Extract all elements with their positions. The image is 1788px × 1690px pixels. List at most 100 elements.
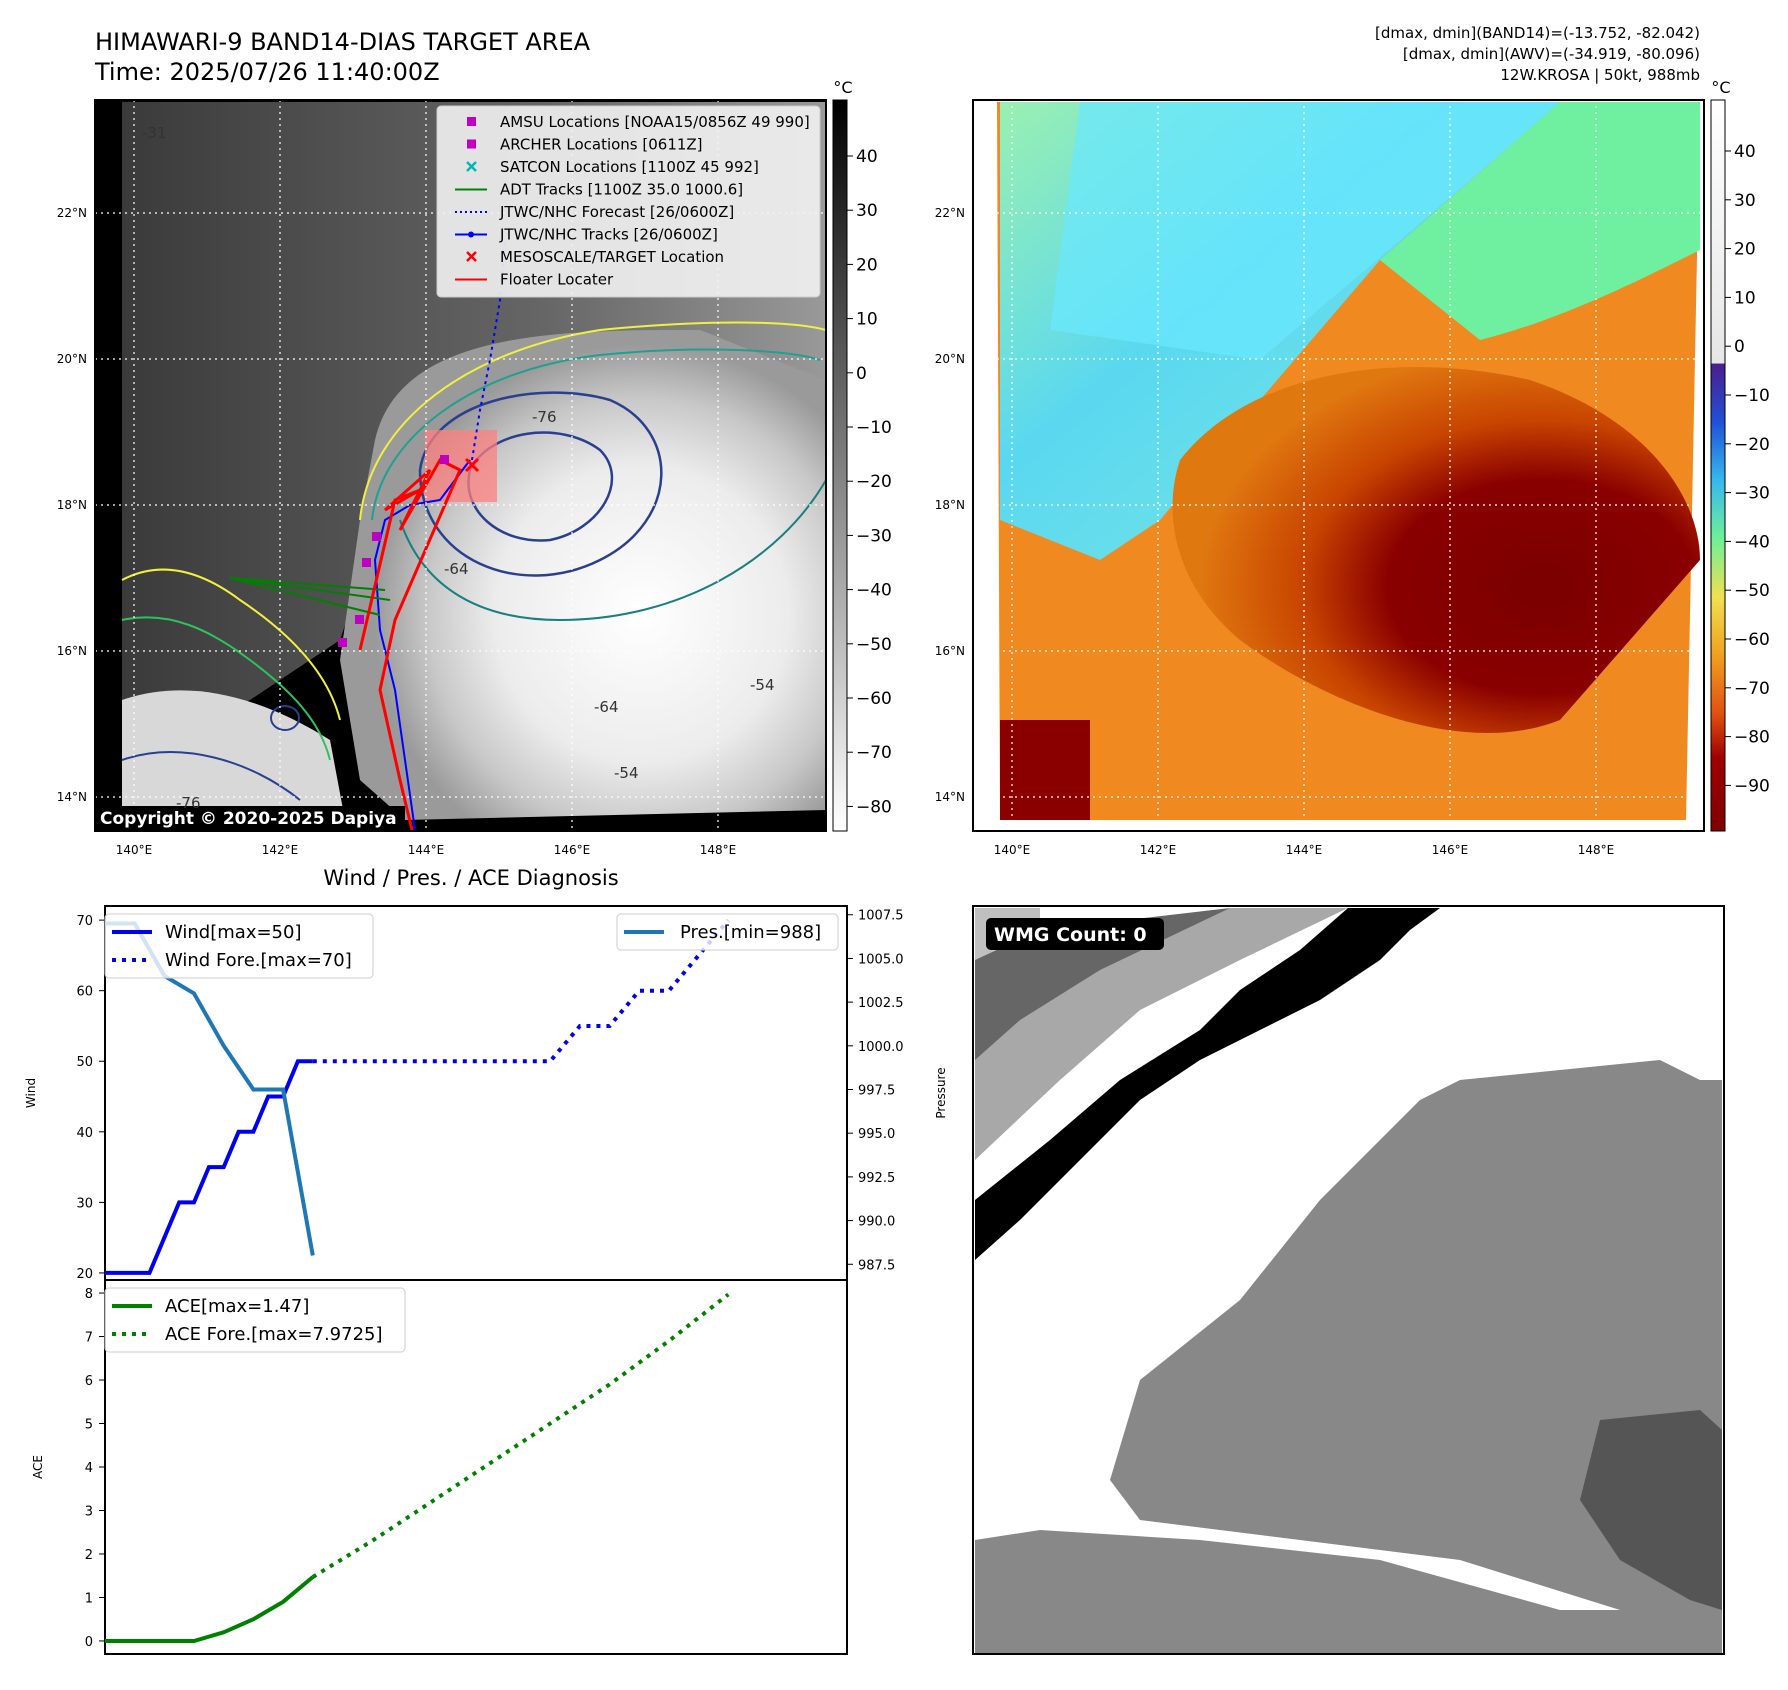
ir-contour-yellow <box>359 321 827 521</box>
lon-tick-label: 142°E <box>262 843 299 857</box>
wind-pres-series-line <box>312 918 730 1064</box>
lat-tick-label: 16°N <box>57 644 87 658</box>
lon-tick-label: 144°E <box>1286 843 1323 857</box>
wind-ytick-label: 70 <box>76 914 93 929</box>
awv-colorbar-tick-label: 0 <box>1734 337 1745 357</box>
lat-tick-label: 14°N <box>935 790 965 804</box>
contour-label: -64 <box>594 698 619 716</box>
pres-ytick-label: 1005.0 <box>858 952 904 967</box>
map-legend-label: Floater Locater <box>500 271 614 289</box>
contour-label: -54 <box>750 676 775 694</box>
awv-bottom-left-core <box>1000 720 1090 820</box>
ir-map-frame <box>94 99 827 832</box>
ir-contour-inner <box>467 431 614 542</box>
ir-colorbar-tick-label: −30 <box>856 526 892 546</box>
pres-ytick-label: 992.5 <box>858 1171 895 1186</box>
ace-axis-label: ACE <box>31 1455 45 1479</box>
ir-map-legend: AMSU Locations [NOAA15/0856Z 49 990] ARCH… <box>436 105 821 298</box>
ace-series-line <box>311 1292 730 1579</box>
map-legend-swatch <box>467 139 476 149</box>
jtwc-best-track <box>373 459 471 831</box>
ir-contour-bottom-blue <box>121 751 301 801</box>
ace-ytick-label: 2 <box>85 1548 93 1563</box>
floater-locater-track <box>358 458 462 831</box>
awv-colorbar: °C 40 30 20 10 0 −10 −20 −30 −40 −50 −60 −70 −80 −90 <box>1710 78 1770 832</box>
ace-ytick-label: 0 <box>85 1635 93 1650</box>
awv-colorbar-tick-label: −20 <box>1734 435 1770 455</box>
ir-colorbar-unit: °C <box>833 78 852 97</box>
pres-ytick-label: 1007.5 <box>858 909 904 924</box>
wind-axis-label: Wind <box>24 1078 38 1108</box>
contour-label: -54 <box>614 764 639 782</box>
awv-grid <box>973 100 1704 831</box>
figure-time: Time: 2025/07/26 11:40:00Z <box>94 58 440 86</box>
ir-contour-outer <box>418 391 663 577</box>
ace-ytick-label: 1 <box>85 1591 93 1606</box>
ir-colorbar-strip <box>832 99 848 832</box>
lat-tick-label: 18°N <box>935 498 965 512</box>
ir-colorbar-tick-label: 20 <box>856 255 878 275</box>
ir-colorbar-tick-label: −50 <box>856 635 892 655</box>
wmg-panel: WMG Count: 0 <box>972 905 1725 1655</box>
ir-contour-left-yellow <box>121 568 341 721</box>
contour-label: -31 <box>142 124 167 142</box>
copyright-text: Copyright © 2020-2025 Dapiya <box>100 809 397 829</box>
ace-ytick-label: 3 <box>85 1504 93 1519</box>
ace-fore-legend-label: ACE Fore.[max=7.9725] <box>165 1324 383 1345</box>
ir-colorbar-tick-label: 40 <box>856 147 878 167</box>
target-marker-b <box>464 457 480 473</box>
lon-tick-label: 140°E <box>994 843 1031 857</box>
pres-ytick-label: 1000.0 <box>858 1040 904 1055</box>
awv-colorbar-tick-label: 30 <box>1734 191 1756 211</box>
pressure-axis-label: Pressure <box>934 1067 948 1118</box>
map-legend-label: JTWC/NHC Forecast [26/0600Z] <box>499 203 734 221</box>
ir-colorbar-tick-label: 10 <box>856 310 878 330</box>
awv-colorbar-unit: °C <box>1711 78 1730 97</box>
dmax-awv-readout: [dmax, dmin](AWV)=(-34.919, -80.096) <box>1403 45 1700 63</box>
wind-legend-box <box>104 913 374 979</box>
amsu-marker-2 <box>362 558 371 567</box>
wind-ytick-label: 50 <box>76 1055 93 1070</box>
wmg-count-label: WMG Count: 0 <box>994 924 1147 946</box>
amsu-marker-1 <box>372 532 381 541</box>
awv-colorbar-tick-label: −50 <box>1734 581 1770 601</box>
awv-colorbar-tick-label: −70 <box>1734 679 1770 699</box>
ir-colorbar-tick-label: −20 <box>856 472 892 492</box>
lat-tick-label: 14°N <box>57 790 87 804</box>
ace-legend-box <box>104 1287 406 1353</box>
contour-label: -76 <box>532 408 557 426</box>
ir-colorbar-tick-label: 30 <box>856 201 878 221</box>
ace-legend-label: ACE[max=1.47] <box>165 1296 309 1317</box>
lon-tick-label: 140°E <box>116 843 153 857</box>
wmg-black-band <box>975 908 1440 1260</box>
wmg-count-badge <box>986 918 1164 950</box>
awv-colorbar-tick-label: −90 <box>1734 776 1770 796</box>
map-legend-label: AMSU Locations [NOAA15/0856Z 49 990] <box>500 113 810 131</box>
ir-colorbar-tick-label: 0 <box>856 364 867 384</box>
wind-legend: Wind[max=50] Wind Fore.[max=70] <box>104 913 374 979</box>
contour-label: -76 <box>176 794 201 812</box>
figure-title: HIMAWARI-9 BAND14-DIAS TARGET AREA <box>95 28 591 56</box>
lat-tick-label: 16°N <box>935 644 965 658</box>
map-legend-swatch <box>467 117 476 126</box>
awv-colorbar-tick-label: 40 <box>1734 142 1756 162</box>
awv-dry-slot-northeast <box>1380 102 1700 340</box>
ace-legend: ACE[max=1.47] ACE Fore.[max=7.9725] <box>104 1287 406 1353</box>
wmg-dark-southeast-patch <box>1580 1410 1722 1610</box>
wind-ytick-label: 30 <box>76 1196 93 1211</box>
lat-tick-label: 22°N <box>935 206 965 220</box>
lat-tick-label: 22°N <box>57 206 87 220</box>
awv-colorbar-tick-label: −80 <box>1734 728 1770 748</box>
map-legend-label: MESOSCALE/TARGET Location <box>500 248 724 266</box>
map-tick-labels: 140°E 142°E 144°E 146°E 148°E 14°N 16°N 18°N 20°… <box>57 206 1615 857</box>
awv-colorbar-tick-label: −60 <box>1734 630 1770 650</box>
map-legend-swatch <box>466 251 477 262</box>
map-legend-label: JTWC/NHC Tracks [26/0600Z] <box>499 226 718 244</box>
lon-tick-label: 148°E <box>1578 843 1615 857</box>
ir-small-contour-ring <box>270 705 300 731</box>
ace-ytick-label: 7 <box>85 1331 93 1346</box>
lat-tick-label: 20°N <box>57 352 87 366</box>
lon-tick-label: 148°E <box>700 843 737 857</box>
awv-colorbar-tick-label: 20 <box>1734 240 1756 260</box>
